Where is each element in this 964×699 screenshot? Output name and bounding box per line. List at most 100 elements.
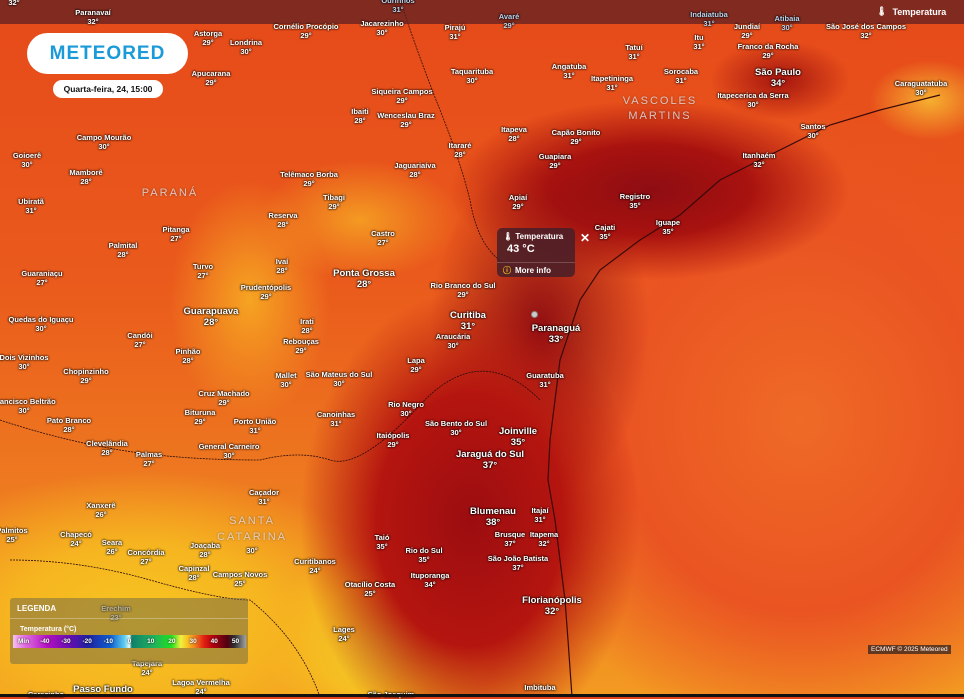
city-label[interactable]: Xanxerê 26° xyxy=(86,501,115,519)
city-label[interactable]: Paranavaí 32° xyxy=(75,8,110,26)
city-label[interactable]: Londrina 30° xyxy=(230,38,262,56)
city-label[interactable]: Ituporanga 34° xyxy=(411,571,450,589)
city-label[interactable]: Tatuí 31° xyxy=(625,43,642,61)
city-label[interactable]: Itapetininga 31° xyxy=(591,74,633,92)
city-label[interactable]: Dois Vizinhos 30° xyxy=(0,353,49,371)
city-label[interactable]: Joinville 35° xyxy=(499,426,537,448)
city-label[interactable]: Mamborê 28° xyxy=(69,168,102,186)
city-label[interactable]: Tibagi 29° xyxy=(323,193,345,211)
city-label[interactable]: Itararé 28° xyxy=(449,141,472,159)
city-label[interactable]: 32° xyxy=(8,0,19,7)
city-label[interactable]: Rio Negro 30° xyxy=(388,400,424,418)
city-label[interactable]: Itanhaém 32° xyxy=(743,151,776,169)
city-label[interactable]: Prudentópolis 29° xyxy=(241,283,291,301)
city-label[interactable]: Taquarituba 30° xyxy=(451,67,493,85)
city-label[interactable]: Otacílio Costa 25° xyxy=(345,580,395,598)
city-label[interactable]: Ivaí 28° xyxy=(276,257,289,275)
city-label[interactable]: Ibaiti 28° xyxy=(351,107,369,125)
city-label[interactable]: Concórdia 27° xyxy=(127,548,164,566)
city-label[interactable]: Blumenau 38° xyxy=(470,506,516,528)
city-label[interactable]: Mallet 30° xyxy=(275,371,296,389)
city-label[interactable]: Capão Bonito 29° xyxy=(552,128,601,146)
city-label[interactable]: Sorocaba 31° xyxy=(664,67,698,85)
city-label[interactable]: Florianópolis 32° xyxy=(522,595,582,617)
city-label[interactable]: Caraguatatuba 30° xyxy=(895,79,948,97)
city-label[interactable]: Ponta Grossa 28° xyxy=(333,268,395,290)
city-label[interactable]: Itapema 32° xyxy=(530,530,558,548)
city-label[interactable]: Jaguariaíva 28° xyxy=(394,161,435,179)
city-label[interactable]: Clevelândia 28° xyxy=(86,439,128,457)
city-label[interactable]: Joaçaba 28° xyxy=(190,541,220,559)
city-label[interactable]: Itapecerica da Serra 30° xyxy=(717,91,788,109)
close-popup-button[interactable]: ✕ xyxy=(580,231,591,245)
city-label[interactable]: São Bento do Sul 30° xyxy=(425,419,487,437)
city-label[interactable]: Ubiratã 31° xyxy=(18,197,44,215)
city-label[interactable]: Passo Fundo xyxy=(73,684,133,695)
city-label[interactable]: Apiaí 29° xyxy=(509,193,527,211)
city-label[interactable]: Chapecó 24° xyxy=(60,530,92,548)
city-label[interactable]: Registro 35° xyxy=(620,192,650,210)
city-label[interactable]: Brusque 37° xyxy=(495,530,525,548)
city-label[interactable]: Palmital 28° xyxy=(109,241,138,259)
city-label[interactable]: Itapeva 28° xyxy=(501,125,527,143)
city-label[interactable]: Pinhão 28° xyxy=(175,347,200,365)
city-label[interactable]: Candói 27° xyxy=(127,331,152,349)
city-label[interactable]: Canoinhas 31° xyxy=(317,410,355,428)
city-label[interactable]: Lages 24° xyxy=(333,625,355,643)
city-label[interactable]: Cruz Machado 29° xyxy=(198,389,249,407)
city-label[interactable]: Avaré 29° xyxy=(499,12,520,30)
city-label[interactable]: Lagoa Vermelha 24° xyxy=(172,678,230,696)
city-label[interactable]: Campo Mourão 30° xyxy=(77,133,132,151)
city-label[interactable]: Ourinhos 31° xyxy=(381,0,414,14)
city-label[interactable]: Porto União 31° xyxy=(234,417,277,435)
location-marker[interactable] xyxy=(531,311,538,318)
city-label[interactable]: Guaraniaçu 27° xyxy=(21,269,62,287)
city-label[interactable]: Lapa 29° xyxy=(407,356,425,374)
city-label[interactable]: Jaraguá do Sul 37° xyxy=(456,449,524,471)
city-label[interactable]: Astorga 29° xyxy=(194,29,222,47)
city-label[interactable]: São João Batista 37° xyxy=(488,554,548,572)
city-label[interactable]: Wenceslau Braz 29° xyxy=(377,111,434,129)
city-label[interactable]: Itaiópolis 29° xyxy=(377,431,410,449)
city-label[interactable]: Telêmaco Borba 29° xyxy=(280,170,338,188)
city-label[interactable]: Palmitos25° xyxy=(0,526,28,544)
city-label[interactable]: Castro 27° xyxy=(371,229,395,247)
city-label[interactable]: Jundiaí 29° xyxy=(734,22,760,40)
city-label[interactable]: Angatuba 31° xyxy=(552,62,587,80)
city-label[interactable]: Reserva 28° xyxy=(268,211,297,229)
city-label[interactable]: Campos Novos 25° xyxy=(213,570,268,588)
city-label[interactable]: Turvo 27° xyxy=(193,262,213,280)
city-label[interactable]: Rio Branco do Sul 29° xyxy=(430,281,495,299)
city-label[interactable]: Imbituba xyxy=(524,683,555,692)
city-label[interactable]: Guaratuba 31° xyxy=(526,371,564,389)
city-label[interactable]: Pitanga 27° xyxy=(162,225,189,243)
city-label[interactable]: Paranaguá 33° xyxy=(532,323,581,345)
city-label[interactable]: Goioerê 30° xyxy=(13,151,41,169)
city-label[interactable]: Pirajú 31° xyxy=(445,23,466,41)
city-label[interactable]: Rio do Sul 35° xyxy=(405,546,442,564)
city-label[interactable]: Cornélio Procópio 29° xyxy=(273,22,338,40)
city-label[interactable]: Cajati 35° xyxy=(595,223,615,241)
city-label[interactable]: Palmas 27° xyxy=(136,450,162,468)
city-label[interactable]: Guarapuava 28° xyxy=(184,306,239,328)
city-label[interactable]: Quedas do Iguaçu 30° xyxy=(8,315,73,333)
city-label[interactable]: Araucária 30° xyxy=(436,332,471,350)
city-label[interactable]: São Mateus do Sul 30° xyxy=(306,370,373,388)
city-label[interactable]: Franco da Rocha 29° xyxy=(738,42,799,60)
layer-selector[interactable]: 🌡 Temperatura xyxy=(876,6,946,17)
city-label[interactable]: Itu 31° xyxy=(693,33,704,51)
city-label[interactable]: Curitibanos 24° xyxy=(294,557,336,575)
city-label[interactable]: Itajaí 31° xyxy=(531,506,548,524)
city-label[interactable]: Seara 26° xyxy=(102,538,122,556)
city-label[interactable]: Guapiara 29° xyxy=(539,152,572,170)
city-label[interactable]: Siqueira Campos 29° xyxy=(371,87,432,105)
city-label[interactable]: Rebouças 29° xyxy=(283,337,319,355)
city-label[interactable]: São Paulo 34° xyxy=(755,67,801,89)
city-label[interactable]: Bituruna 29° xyxy=(185,408,216,426)
city-label[interactable]: Capinzal 28° xyxy=(179,564,210,582)
city-label[interactable]: Santos 30° xyxy=(800,122,825,140)
city-label[interactable]: Irati 28° xyxy=(300,317,314,335)
city-label[interactable]: Taió 35° xyxy=(375,533,390,551)
